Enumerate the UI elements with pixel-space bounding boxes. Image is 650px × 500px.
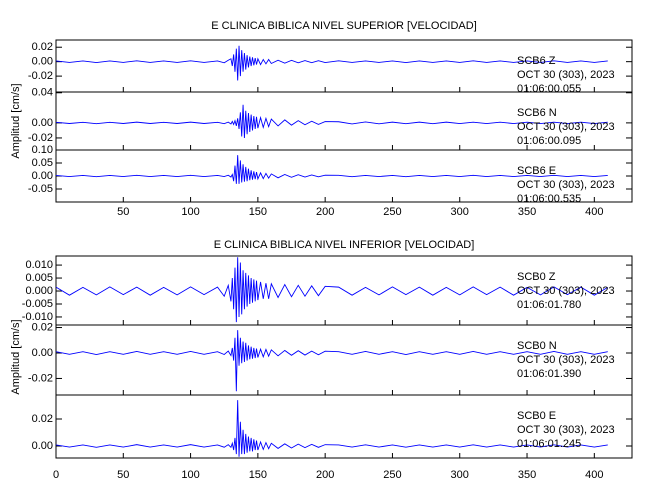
station-label: SCB6 Z — [517, 55, 556, 67]
y-tick-label: 0.05 — [32, 157, 53, 169]
x-tick-label: 100 — [181, 469, 199, 481]
station-label: SCB6 E — [517, 165, 556, 177]
date-label: OCT 30 (303), 2023 — [517, 121, 615, 133]
x-tick-label: 150 — [249, 469, 267, 481]
station-label: SCB0 N — [517, 340, 557, 352]
time-label: 01:06:00.535 — [517, 193, 581, 205]
y-tick-label: -0.02 — [28, 372, 53, 384]
time-label: 01:06:00.055 — [517, 83, 581, 95]
date-label: OCT 30 (303), 2023 — [517, 424, 615, 436]
y-tick-label: -0.02 — [28, 132, 53, 144]
y-tick-label: 0.005 — [25, 272, 53, 284]
y-tick-label: 0.00 — [32, 117, 53, 129]
date-label: OCT 30 (303), 2023 — [517, 179, 615, 191]
x-tick-label: 350 — [518, 469, 536, 481]
panel-frame — [55, 394, 633, 459]
y-tick-label: 0.00 — [32, 170, 53, 182]
chart-title: E CLINICA BIBLICA NIVEL INFERIOR [VELOCI… — [214, 239, 475, 251]
x-tick-label: 250 — [383, 469, 401, 481]
x-tick-label: 200 — [316, 469, 334, 481]
y-tick-label: -0.005 — [22, 298, 53, 310]
x-tick-label: 350 — [518, 206, 536, 218]
y-tick-label: -0.02 — [28, 70, 53, 82]
station-label: SCB0 E — [517, 410, 556, 422]
x-tick-label: 250 — [383, 206, 401, 218]
y-tick-label: 0.02 — [32, 41, 53, 53]
y-axis-label: Amplitud [cm/s] — [10, 319, 22, 394]
x-tick-label: 50 — [117, 206, 129, 218]
x-tick-label: 0 — [53, 469, 59, 481]
station-label: SCB0 Z — [517, 271, 556, 283]
y-tick-label: 0.00 — [32, 56, 53, 68]
time-label: 01:06:01.390 — [517, 368, 581, 380]
waveform — [55, 257, 609, 323]
time-label: 01:06:01.245 — [517, 438, 581, 450]
y-tick-label: 0.04 — [32, 87, 53, 99]
y-tick-label: 0.000 — [25, 285, 53, 297]
date-label: OCT 30 (303), 2023 — [517, 69, 615, 81]
x-tick-label: 400 — [585, 206, 603, 218]
y-tick-label: -0.010 — [22, 311, 53, 323]
y-tick-label: 0.010 — [25, 259, 53, 271]
y-tick-label: 0.00 — [32, 440, 53, 452]
x-tick-label: 150 — [249, 206, 267, 218]
waveform — [55, 155, 608, 184]
station-label: SCB6 N — [517, 107, 557, 119]
x-tick-label: 300 — [451, 469, 469, 481]
x-tick-label: 100 — [181, 206, 199, 218]
chart-title: E CLINICA BIBLICA NIVEL SUPERIOR [VELOCI… — [211, 20, 477, 32]
waveform — [55, 330, 608, 392]
x-tick-label: 400 — [585, 469, 603, 481]
y-tick-label: 0.00 — [32, 347, 53, 359]
time-label: 01:06:01.780 — [517, 299, 581, 311]
time-label: 01:06:00.095 — [517, 135, 581, 147]
x-tick-label: 200 — [316, 206, 334, 218]
y-tick-label: 0.02 — [32, 413, 53, 425]
waveform — [55, 45, 608, 81]
y-tick-label: 0.10 — [32, 144, 53, 156]
date-label: OCT 30 (303), 2023 — [517, 354, 615, 366]
waveform — [55, 104, 608, 138]
y-axis-label: Amplitud [cm/s] — [10, 83, 22, 158]
x-tick-label: 50 — [117, 469, 129, 481]
waveform — [55, 400, 608, 457]
date-label: OCT 30 (303), 2023 — [517, 285, 615, 297]
y-tick-label: -0.05 — [28, 183, 53, 195]
x-tick-label: 300 — [451, 206, 469, 218]
y-tick-label: 0.02 — [32, 321, 53, 333]
